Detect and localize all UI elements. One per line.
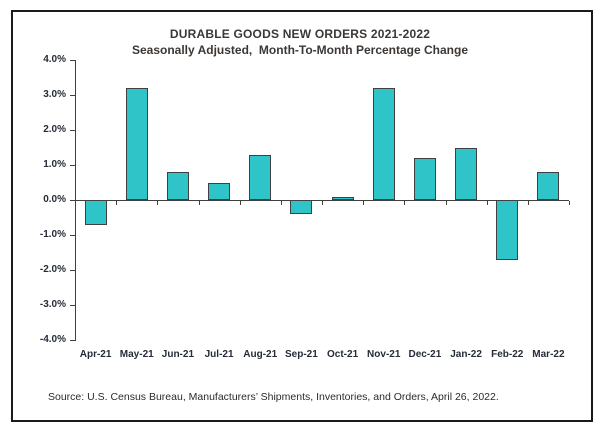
x-axis-tick bbox=[363, 201, 365, 205]
y-axis-label: -3.0% bbox=[39, 299, 66, 310]
x-axis-line bbox=[75, 200, 569, 201]
bar-May-21 bbox=[125, 88, 148, 200]
y-axis-tick bbox=[70, 200, 75, 201]
x-axis-label: Jan-22 bbox=[450, 349, 482, 360]
y-axis-tick bbox=[70, 95, 75, 96]
bar-Oct-21 bbox=[331, 196, 354, 200]
y-axis-tick bbox=[70, 60, 75, 61]
x-axis-label: Jun-21 bbox=[161, 349, 195, 360]
x-axis-label: Feb-22 bbox=[491, 349, 524, 360]
y-axis-tick bbox=[70, 130, 75, 131]
x-axis-tick bbox=[280, 201, 282, 205]
x-axis-label: Mar-22 bbox=[532, 349, 565, 360]
x-axis-tick bbox=[198, 201, 200, 205]
x-axis-label: Aug-21 bbox=[243, 349, 278, 360]
bar-Dec-21 bbox=[413, 158, 436, 200]
y-axis-label: 4.0% bbox=[43, 54, 66, 65]
y-axis-tick bbox=[70, 270, 75, 271]
chart-subtitle: Seasonally Adjusted, Month-To-Month Perc… bbox=[131, 43, 469, 57]
bar-Feb-22 bbox=[496, 200, 519, 260]
bar-Jul-21 bbox=[208, 182, 231, 200]
y-axis-label: -2.0% bbox=[39, 264, 66, 275]
chart-frame bbox=[11, 10, 593, 422]
y-axis-label: -4.0% bbox=[39, 334, 66, 345]
bar-Jan-22 bbox=[455, 147, 478, 200]
bar-Aug-21 bbox=[249, 154, 272, 200]
x-axis-tick bbox=[75, 201, 76, 205]
y-axis-label: -1.0% bbox=[39, 229, 66, 240]
x-axis-tick bbox=[404, 201, 406, 205]
x-axis-tick bbox=[569, 201, 570, 205]
bar-Sep-21 bbox=[290, 200, 313, 214]
x-axis-tick bbox=[445, 201, 447, 205]
y-axis-label: 1.0% bbox=[43, 159, 66, 170]
x-axis-tick bbox=[116, 201, 118, 205]
y-axis-label: 0.0% bbox=[43, 194, 66, 205]
x-axis-label: Jul-21 bbox=[204, 349, 234, 360]
x-axis-label: Oct-21 bbox=[327, 349, 359, 360]
x-axis-label: Sep-21 bbox=[285, 349, 318, 360]
x-axis-label: Nov-21 bbox=[367, 349, 401, 360]
bar-Jun-21 bbox=[166, 172, 189, 200]
x-axis-label: May-21 bbox=[119, 349, 154, 360]
x-axis-label: Apr-21 bbox=[79, 349, 112, 360]
source-note: Source: U.S. Census Bureau, Manufacturer… bbox=[48, 391, 499, 403]
bar-Mar-22 bbox=[537, 172, 560, 200]
x-axis-tick bbox=[157, 201, 159, 205]
chart-title: DURABLE GOODS NEW ORDERS 2021-2022 bbox=[169, 27, 431, 41]
bar-Apr-21 bbox=[84, 200, 107, 225]
y-axis-tick bbox=[70, 165, 75, 166]
x-axis-tick bbox=[322, 201, 323, 205]
x-axis-tick bbox=[486, 201, 488, 205]
y-axis-tick bbox=[70, 235, 75, 236]
x-axis-label: Dec-21 bbox=[408, 349, 442, 360]
y-axis-label: 3.0% bbox=[43, 89, 66, 100]
bar-Nov-21 bbox=[372, 88, 395, 200]
x-axis-tick bbox=[527, 201, 529, 205]
x-axis-tick bbox=[239, 201, 241, 205]
y-axis-tick bbox=[70, 340, 75, 341]
y-axis-tick bbox=[70, 305, 75, 306]
y-axis-label: 2.0% bbox=[43, 124, 66, 135]
